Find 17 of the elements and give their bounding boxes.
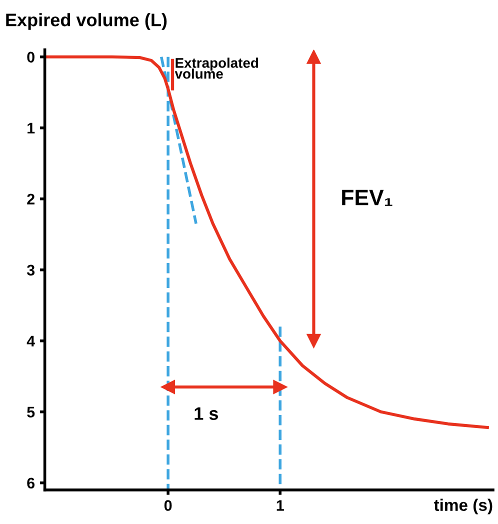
x-axis-title: time (s) <box>434 498 492 514</box>
annotation: 1 s <box>194 407 218 420</box>
y-tick-label: 0 <box>27 52 34 63</box>
point <box>306 334 321 348</box>
point <box>161 380 176 394</box>
y-tick-label: 1 <box>28 122 35 134</box>
y-tick-label: 3 <box>26 264 35 276</box>
y-tick-label: 4 <box>26 336 36 346</box>
annotation: Extrapolated volume <box>174 58 258 79</box>
y-tick-label: 2 <box>27 194 34 204</box>
y-axis-title: Expired volume (L) <box>6 13 167 30</box>
point <box>306 50 321 64</box>
y-tick-label: 6 <box>27 478 35 489</box>
annotation: FEV₁ <box>342 190 392 206</box>
line-series <box>44 55 489 429</box>
y-tick-label: 5 <box>27 406 35 418</box>
point <box>273 380 288 394</box>
